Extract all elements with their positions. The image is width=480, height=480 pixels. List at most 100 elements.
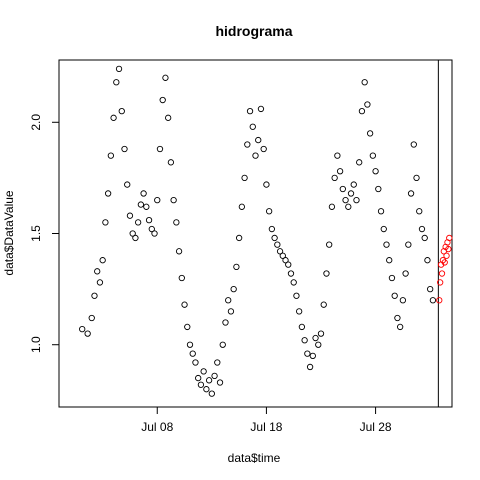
observed-point [424, 257, 431, 264]
observed-point [156, 145, 164, 153]
forecast-point [443, 252, 450, 259]
observed-point [96, 279, 104, 286]
observed-point [429, 297, 437, 304]
observed-point [241, 174, 248, 182]
observed-point [339, 185, 346, 193]
observed-point [235, 234, 243, 242]
observed-point [320, 301, 327, 308]
observed-point [145, 217, 153, 224]
observed-point [107, 152, 115, 159]
forecast-point [441, 259, 448, 266]
observed-point [181, 301, 188, 308]
observed-point [129, 230, 136, 237]
observed-point [271, 234, 278, 242]
observed-point [293, 292, 300, 299]
observed-point [222, 319, 229, 326]
x-axis: Jul 08 Jul 18 Jul 28 [141, 407, 392, 434]
observed-point [159, 96, 166, 104]
observed-point [391, 292, 398, 299]
observed-point [244, 141, 251, 148]
observed-point [175, 248, 183, 255]
observed-point [282, 257, 289, 264]
observed-point [227, 308, 235, 315]
chart-title: hidrograma [215, 23, 292, 39]
observed-point [260, 145, 267, 153]
observed-point [118, 108, 125, 115]
observed-point [413, 174, 420, 182]
y-tick-label: 1.0 [29, 336, 43, 353]
y-tick-label: 1.5 [29, 225, 43, 242]
observed-point [192, 359, 199, 366]
observed-point [230, 285, 237, 293]
plot-frame [58, 59, 453, 408]
observed-point [113, 79, 120, 86]
observed-point [386, 257, 393, 264]
observed-point [306, 363, 314, 371]
observed-point [312, 334, 319, 342]
x-axis-label: data$time [228, 451, 281, 465]
observed-point [399, 297, 407, 304]
observed-point [290, 279, 297, 286]
forecast-point [438, 270, 446, 277]
observed-point [148, 225, 155, 233]
observed-point [200, 368, 207, 375]
observed-point [274, 241, 281, 248]
observed-point [84, 330, 91, 337]
observed-point [170, 196, 177, 204]
observed-point [189, 350, 196, 357]
observed-point [421, 234, 428, 242]
observed-point [249, 123, 256, 130]
observed-point [255, 136, 262, 144]
observed-point [396, 323, 404, 331]
observed-point [372, 168, 379, 175]
forecast-point [436, 297, 443, 304]
observed-point [334, 152, 341, 159]
observed-point [375, 185, 382, 193]
observed-point [418, 225, 426, 233]
observed-point [298, 323, 306, 331]
observed-point [186, 341, 194, 348]
observed-point [257, 105, 265, 113]
observed-point [268, 225, 276, 233]
observed-point [377, 208, 385, 215]
observed-point [402, 270, 409, 277]
observed-point [394, 314, 401, 322]
observed-point [301, 337, 308, 344]
observed-point [208, 390, 215, 397]
forecast-point [437, 279, 444, 286]
x-tick-label: Jul 08 [141, 420, 173, 434]
observed-point [364, 101, 371, 108]
observed-point [79, 325, 86, 333]
observed-point [121, 145, 128, 153]
observed-point [410, 141, 417, 148]
observed-point [407, 190, 415, 197]
observed-point [304, 350, 311, 357]
observed-point [225, 297, 232, 304]
observed-point [211, 372, 218, 380]
y-axis-label: data$DataValue [2, 190, 16, 276]
observed-point [151, 230, 158, 237]
observed-point [162, 74, 169, 81]
observed-point [356, 159, 363, 166]
observed-point [287, 270, 295, 277]
observed-point [276, 248, 284, 255]
observed-point [309, 352, 316, 359]
observed-point [167, 159, 175, 166]
observed-point [216, 379, 224, 386]
observed-point [265, 208, 273, 215]
observed-point [91, 292, 98, 299]
observed-point [342, 196, 349, 204]
observed-point [140, 190, 147, 197]
observed-point [195, 374, 202, 382]
observed-point [405, 241, 412, 248]
x-tick-label: Jul 18 [250, 420, 282, 434]
observed-point [184, 323, 191, 331]
observed-point [296, 308, 303, 315]
observed-point [252, 152, 259, 159]
observed-point [165, 114, 172, 121]
observed-point [263, 181, 270, 188]
observed-point [366, 130, 374, 137]
observed-point [88, 314, 95, 322]
forecast-point [446, 234, 453, 242]
